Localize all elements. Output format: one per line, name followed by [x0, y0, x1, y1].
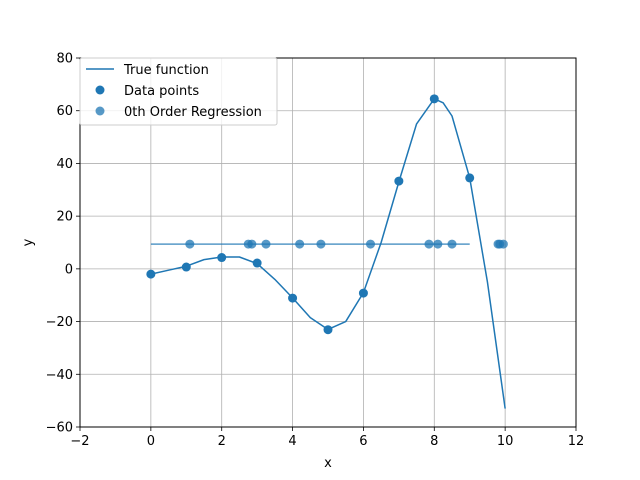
regression-point: [185, 239, 195, 249]
regression-point: [433, 239, 443, 249]
data-point: [358, 288, 368, 298]
x-tick-label: 0: [147, 434, 155, 449]
x-tick-label: 8: [430, 434, 438, 449]
regression-point: [424, 239, 434, 249]
true-function-line: [150, 98, 506, 409]
data-point: [252, 258, 262, 268]
regression-point: [447, 239, 457, 249]
data-point: [323, 325, 333, 335]
data-point: [465, 173, 475, 183]
x-axis-label: x: [324, 456, 332, 471]
regression-point: [295, 239, 305, 249]
legend: True function Data points 0th Order Regr…: [79, 57, 278, 126]
legend-true-function-label: True function: [123, 63, 209, 78]
y-tick-label: 0: [65, 262, 73, 277]
plot-frame: [79, 57, 577, 428]
x-tick-label: 4: [288, 434, 296, 449]
regression-point: [247, 239, 257, 249]
x-tick-label: 10: [497, 434, 514, 449]
regression-point: [498, 239, 508, 249]
legend-data-points-label: Data points: [124, 84, 199, 99]
data-point: [181, 262, 191, 272]
x-tick-label: 6: [359, 434, 367, 449]
data-point: [217, 253, 227, 263]
x-tick-label: −2: [70, 434, 89, 449]
data-point: [146, 269, 156, 279]
y-tick-label: 80: [56, 52, 73, 67]
y-axis-label: y: [21, 238, 36, 246]
y-tick-label: 20: [56, 210, 73, 225]
y-tick-label: 40: [56, 157, 73, 172]
data-point: [394, 176, 404, 186]
plot-series: [146, 94, 508, 409]
legend-box: [79, 57, 278, 126]
y-tick-label: −60: [46, 421, 73, 436]
data-point: [288, 293, 298, 303]
legend-data-points-swatch: [95, 85, 105, 95]
y-tick-label: 60: [56, 104, 73, 119]
y-tick-label: −40: [46, 368, 73, 383]
regression-point: [261, 239, 271, 249]
regression-point: [366, 239, 376, 249]
regression-point: [316, 239, 326, 249]
y-tick-label: −20: [46, 315, 73, 330]
x-tick-label: 2: [218, 434, 226, 449]
legend-regression-label: 0th Order Regression: [124, 105, 262, 120]
legend-regression-swatch: [95, 106, 105, 116]
x-tick-label: 12: [568, 434, 585, 449]
data-point: [429, 94, 439, 104]
